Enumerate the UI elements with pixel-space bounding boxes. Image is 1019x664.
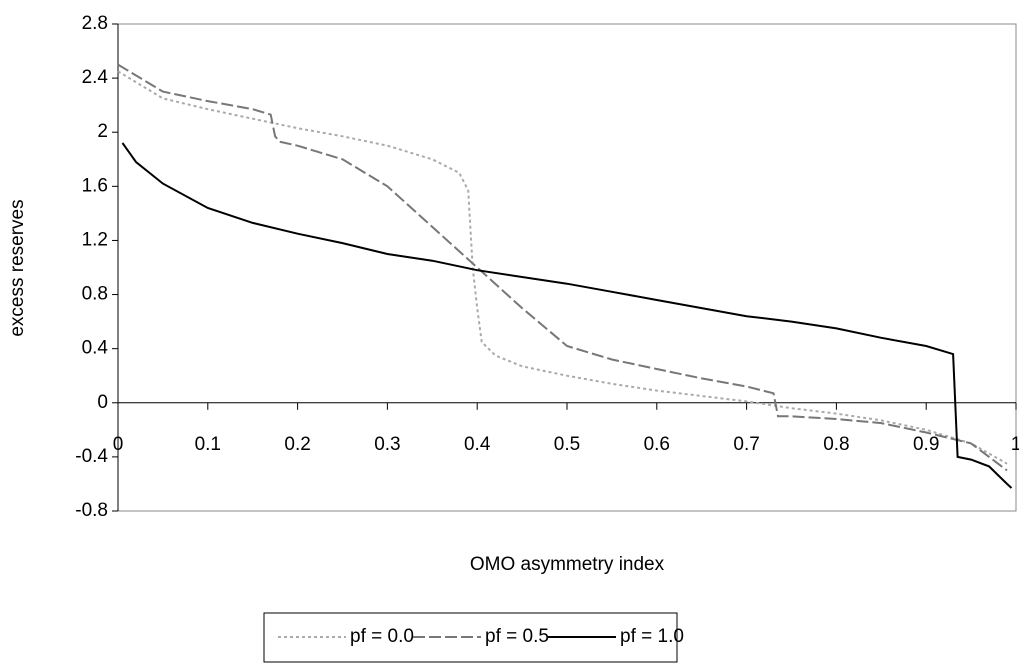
y-tick-label: 0 <box>97 392 108 413</box>
x-axis-title: OMO asymmetry index <box>470 554 665 575</box>
y-tick-label: 0.4 <box>82 338 109 359</box>
y-tick-label: -0.4 <box>75 446 108 467</box>
x-tick-label: 0.3 <box>374 434 400 455</box>
x-tick-label: 0.8 <box>823 434 849 455</box>
legend-label: pf = 0.5 <box>485 626 549 647</box>
y-axis-title: excess reserves <box>7 199 28 336</box>
x-tick-label: 0.4 <box>464 434 491 455</box>
x-tick-label: 0.5 <box>554 434 580 455</box>
series-line <box>117 63 1008 472</box>
series-line <box>121 142 1013 489</box>
y-tick-label: 1.2 <box>82 229 108 250</box>
y-tick-label: 2.8 <box>82 13 108 34</box>
y-tick-label: 1.6 <box>82 175 108 196</box>
x-tick-label: 0.1 <box>195 434 221 455</box>
y-tick-label: -0.8 <box>75 500 108 521</box>
x-tick-label: 0.2 <box>284 434 310 455</box>
x-tick-label: 1 <box>1011 434 1019 455</box>
x-tick-label: 0 <box>113 434 124 455</box>
legend-label: pf = 1.0 <box>620 626 684 647</box>
x-tick-label: 0.6 <box>644 434 670 455</box>
x-tick-label: 0.7 <box>733 434 759 455</box>
y-tick-label: 2 <box>97 121 108 142</box>
x-tick-label: 0.9 <box>913 434 939 455</box>
y-tick-label: 0.8 <box>82 284 108 305</box>
series-line <box>117 70 1008 465</box>
y-tick-label: 2.4 <box>82 67 109 88</box>
legend-label: pf = 0.0 <box>350 626 414 647</box>
